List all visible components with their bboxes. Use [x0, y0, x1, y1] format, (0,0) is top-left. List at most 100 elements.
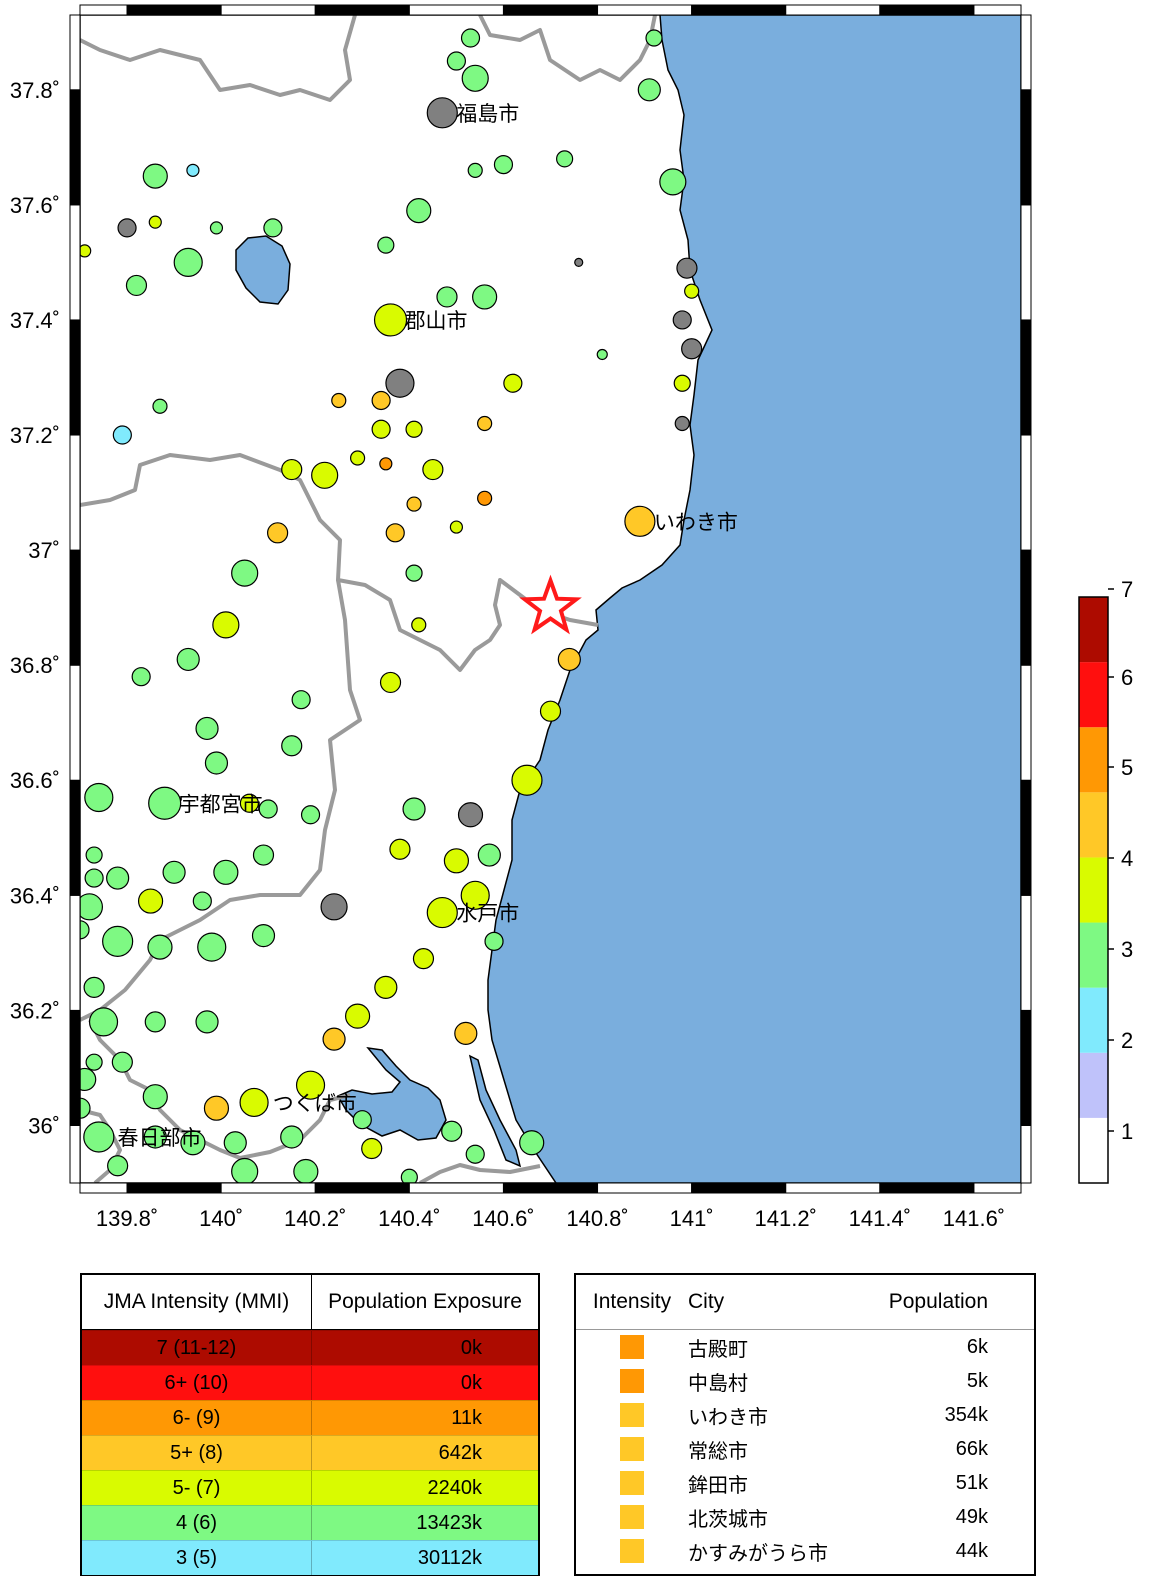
- frame-segment: [314, 4, 410, 16]
- station-marker: [460, 28, 481, 48]
- station-marker: [460, 880, 490, 910]
- city-population: 44k: [955, 1539, 988, 1562]
- exposure-value: 13423k: [416, 1511, 482, 1534]
- frame-segment: [69, 549, 81, 666]
- station-marker: [111, 1051, 133, 1073]
- exposure-value: 11k: [451, 1406, 482, 1429]
- city-row: 鉾田市 51k: [576, 1466, 1034, 1500]
- station-marker: [371, 390, 391, 411]
- city-row: 古殿町 6k: [576, 1330, 1034, 1364]
- station-marker: [484, 931, 504, 951]
- station-marker: [624, 505, 656, 537]
- station-marker: [186, 163, 200, 177]
- station-marker: [106, 866, 130, 890]
- station-marker: [377, 236, 395, 254]
- frame-segment: [691, 4, 787, 16]
- station-marker: [385, 523, 405, 543]
- station-marker: [503, 373, 523, 393]
- station-marker: [197, 932, 227, 962]
- scale-swatch: [1079, 597, 1108, 663]
- frame-segment: [408, 4, 504, 16]
- city-row: 常総市 66k: [576, 1432, 1034, 1466]
- lat-tick-label: 36.4˚: [10, 883, 60, 908]
- station-marker: [331, 392, 347, 409]
- lon-tick-label: 141.2˚: [755, 1206, 817, 1231]
- city-row: かすみがうら市 44k: [576, 1534, 1034, 1568]
- station-marker: [143, 1125, 167, 1149]
- scale-label: 1: [1121, 1119, 1133, 1144]
- exposure-header-intensity: JMA Intensity (MMI): [82, 1275, 312, 1329]
- scale-label: 7: [1121, 577, 1133, 602]
- frame-segment: [69, 779, 81, 896]
- frame-segment: [69, 434, 81, 551]
- station-marker: [477, 415, 493, 432]
- station-marker: [446, 51, 466, 71]
- lat-tick-label: 37˚: [28, 538, 60, 563]
- city-name: かすみがうら市: [688, 1540, 828, 1565]
- station-marker: [102, 925, 134, 957]
- intensity-swatch: [620, 1471, 644, 1495]
- station-marker: [173, 247, 203, 278]
- city-name: 古殿町: [688, 1336, 748, 1361]
- scale-swatch: [1079, 1117, 1108, 1183]
- station-marker: [405, 420, 423, 438]
- exposure-intensity: 7 (11-12): [82, 1331, 312, 1365]
- station-marker: [142, 1084, 168, 1110]
- station-marker: [300, 805, 321, 825]
- station-marker: [223, 1131, 247, 1155]
- intensity-swatch: [620, 1335, 644, 1359]
- station-marker: [258, 799, 278, 819]
- exposure-value: 0k: [460, 1336, 482, 1359]
- station-marker: [148, 786, 182, 820]
- scale-swatch: [1079, 792, 1108, 858]
- city-name: いわき市: [688, 1404, 768, 1429]
- sea: [488, 15, 1021, 1183]
- station-marker: [422, 458, 444, 481]
- intensity-swatch: [620, 1369, 644, 1393]
- station-marker: [441, 1120, 463, 1142]
- station-marker: [519, 1130, 545, 1156]
- station-marker: [457, 802, 484, 828]
- station-marker: [112, 425, 132, 445]
- station-marker: [213, 859, 239, 885]
- station-marker: [411, 617, 427, 633]
- city-population: 51k: [955, 1471, 988, 1494]
- exposure-row: 6+ (10) 0k: [82, 1365, 538, 1400]
- scale-swatch: [1079, 922, 1108, 988]
- station-marker: [436, 286, 458, 308]
- station-marker: [371, 419, 391, 439]
- city-population: 66k: [955, 1437, 988, 1460]
- scale-label: 3: [1121, 937, 1133, 962]
- station-marker: [281, 458, 303, 481]
- station-marker: [449, 520, 463, 534]
- station-marker: [147, 934, 173, 960]
- frame-segment: [1020, 319, 1032, 436]
- station-marker: [556, 150, 574, 168]
- station-marker: [80, 244, 92, 258]
- exposure-value: 30112k: [417, 1546, 482, 1569]
- exposure-intensity: 6- (9): [82, 1401, 312, 1435]
- city-label: 水戸市: [456, 902, 519, 926]
- city-row: 中島村 5k: [576, 1364, 1034, 1398]
- station-marker: [263, 218, 283, 238]
- station-marker: [574, 257, 584, 268]
- frame-segment: [597, 4, 693, 16]
- frame-segment: [69, 319, 81, 436]
- frame-segment: [220, 4, 316, 16]
- intensity-swatch: [620, 1403, 644, 1427]
- exposure-intensity: 5+ (8): [82, 1436, 312, 1470]
- exposure-value: 2240k: [427, 1476, 483, 1499]
- frame-segment: [973, 1182, 1022, 1194]
- station-marker: [684, 283, 700, 299]
- scale-label: 6: [1121, 665, 1133, 690]
- station-marker: [239, 793, 259, 813]
- station-marker: [361, 1137, 383, 1160]
- intensity-swatch: [620, 1437, 644, 1461]
- lat-tick-label: 37.8˚: [10, 78, 60, 103]
- city-label: 郡山市: [405, 309, 468, 333]
- station-marker: [162, 860, 186, 884]
- station-marker: [681, 338, 703, 360]
- station-marker: [557, 647, 581, 672]
- lat-tick-label: 36.8˚: [10, 653, 60, 678]
- exposure-header-population: Population Exposure: [328, 1290, 522, 1313]
